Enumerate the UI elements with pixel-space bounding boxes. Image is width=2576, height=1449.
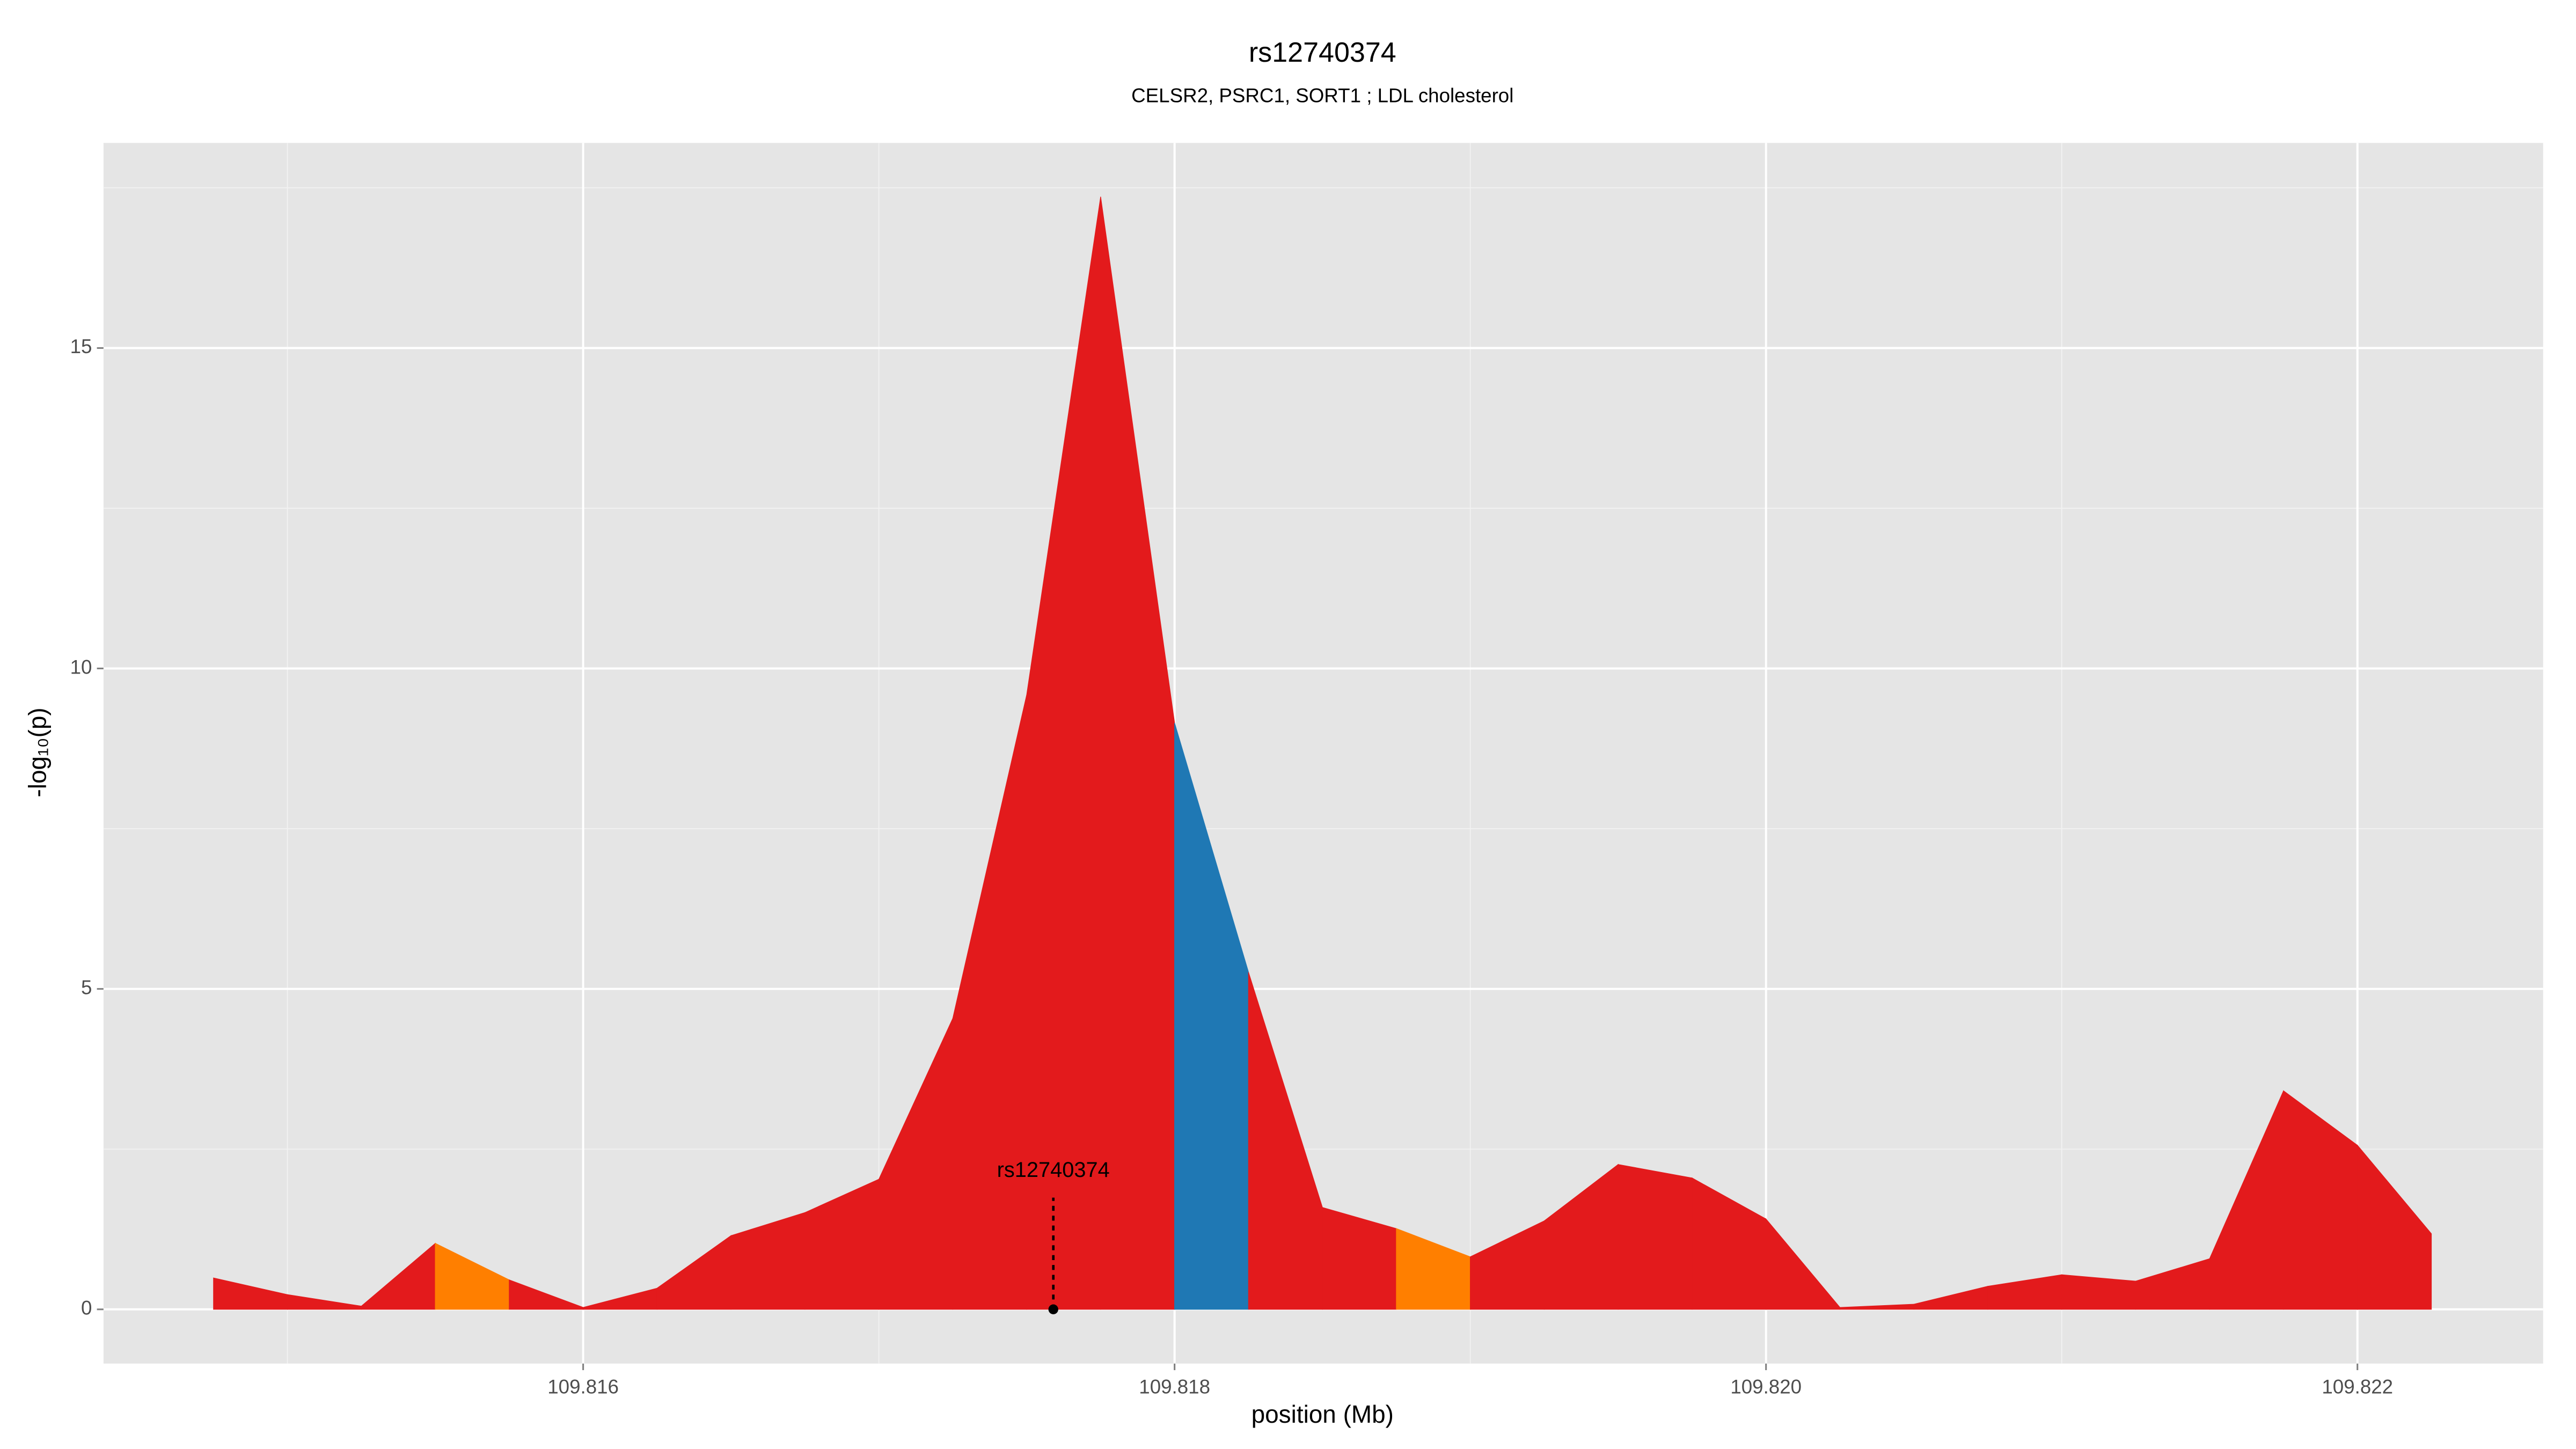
chart-title: rs12740374 <box>1249 37 1396 68</box>
y-tick-label: 15 <box>70 335 92 357</box>
x-tick-label: 109.820 <box>1730 1375 1802 1397</box>
y-axis-label: -log₁₀(p) <box>24 707 52 797</box>
y-tick-label: 10 <box>70 656 92 678</box>
annotation-label: rs12740374 <box>997 1158 1110 1182</box>
area-segment <box>2357 1144 2432 1310</box>
area-segment <box>2061 1274 2136 1310</box>
annotation-point <box>1048 1304 1058 1314</box>
y-tick-label: 0 <box>81 1297 92 1319</box>
x-tick-label: 109.818 <box>1139 1375 1210 1397</box>
x-axis-label: position (Mb) <box>1252 1400 1394 1428</box>
area-segment <box>1618 1164 1693 1310</box>
chart-subtitle: CELSR2, PSRC1, SORT1 ; LDL cholesterol <box>1131 84 1513 106</box>
y-tick-label: 5 <box>81 976 92 998</box>
x-tick-label: 109.816 <box>547 1375 619 1397</box>
plot-panel <box>103 143 2543 1364</box>
x-tick-label: 109.822 <box>2322 1375 2393 1397</box>
